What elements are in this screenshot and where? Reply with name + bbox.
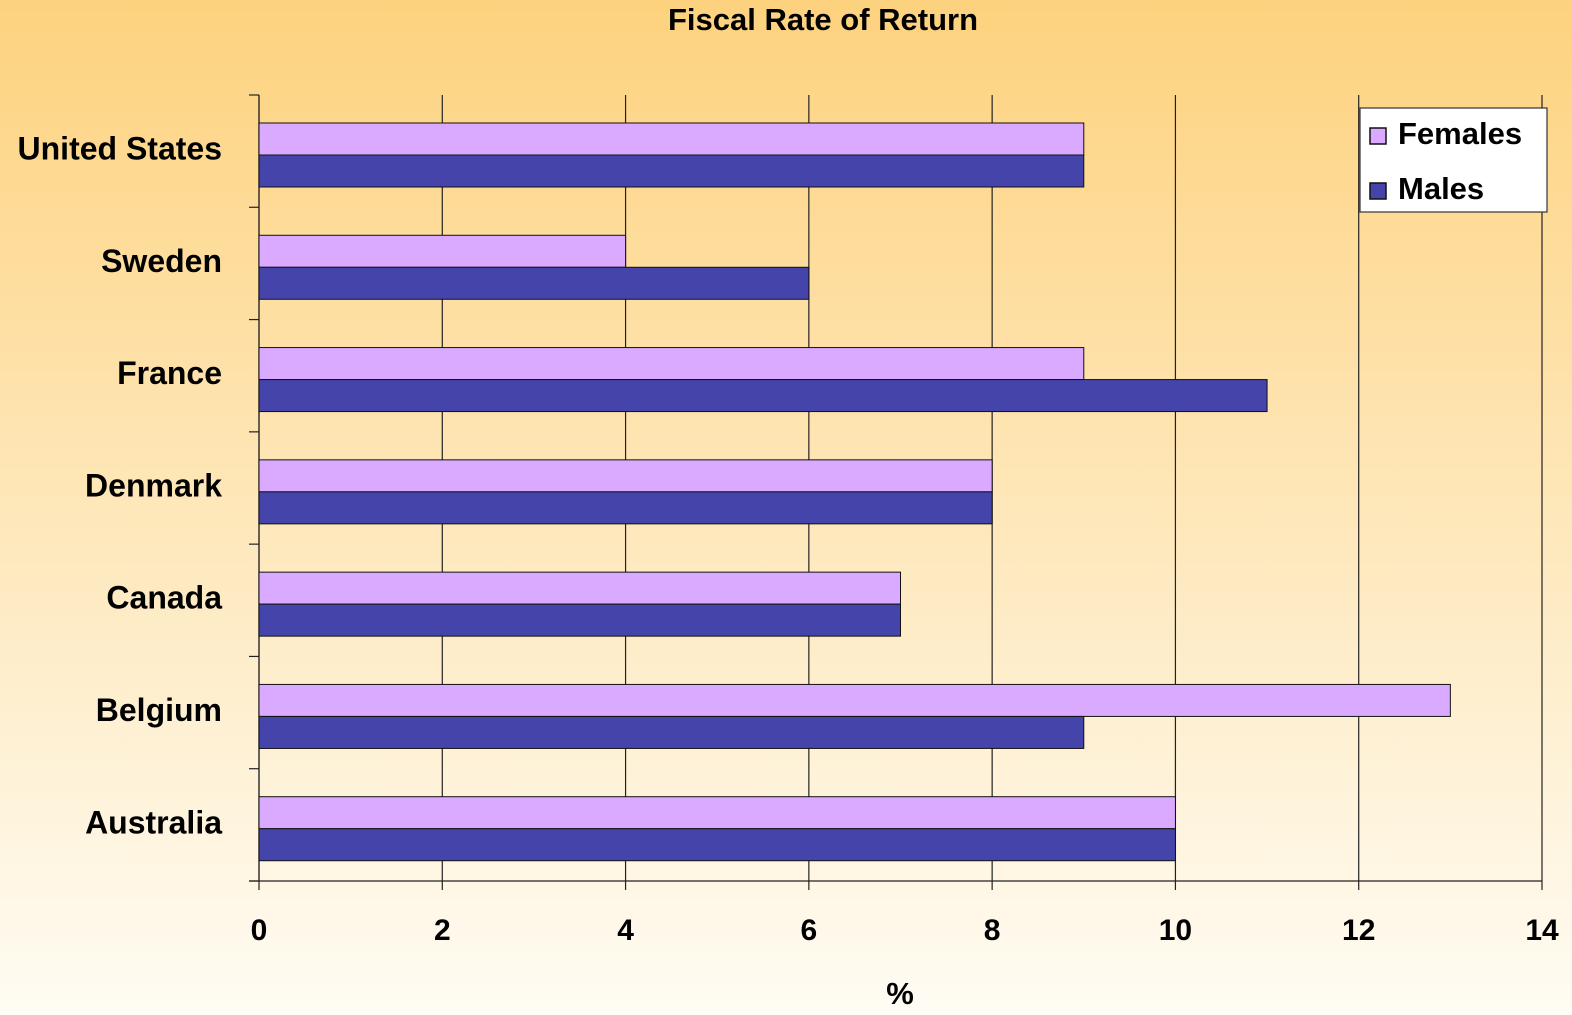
bar [258,459,993,493]
bar [258,234,627,268]
x-tick-label: 10 [1159,914,1192,947]
bar [258,571,901,605]
bar [258,379,1268,413]
legend-box [1359,107,1548,213]
bar [258,266,810,300]
legend-label: Males [1398,171,1484,206]
x-tick-label: 2 [434,914,451,947]
bar [258,796,1176,830]
bar [258,828,1176,862]
x-tick-label: 8 [984,914,1001,947]
bar [258,603,901,637]
y-tick-label: Denmark [85,467,222,503]
y-tick-label: Belgium [96,692,222,728]
y-tick-label: Sweden [101,243,222,279]
y-tick-label: Australia [85,804,222,840]
x-tick-label: 6 [801,914,818,947]
bar [258,347,1085,381]
chart-title: Fiscal Rate of Return [668,2,978,37]
y-tick-label: France [117,355,222,391]
x-tick-label: 12 [1342,914,1375,947]
x-tick-label: 0 [251,914,268,947]
bar [258,491,993,525]
y-tick-label: Canada [106,580,222,616]
x-tick-label: 14 [1525,914,1559,947]
y-tick-label: United States [18,131,222,167]
x-axis-label: % [886,976,914,1011]
legend-swatch [1369,182,1387,200]
legend-label: Females [1398,116,1522,151]
legend-swatch [1369,127,1387,145]
bar [258,122,1085,156]
bar [258,715,1085,749]
bar [258,683,1451,717]
x-tick-label: 4 [617,914,634,947]
bar [258,154,1085,188]
